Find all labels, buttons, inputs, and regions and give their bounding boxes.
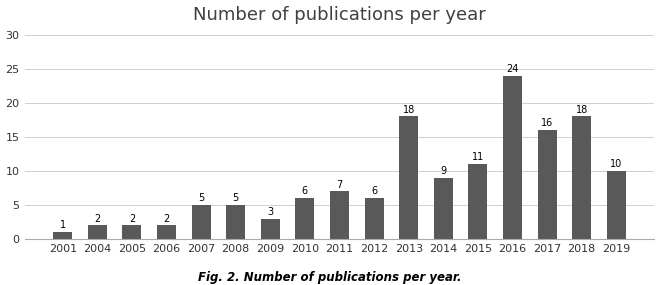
Bar (364, 198, 383, 239)
Bar (399, 116, 418, 239)
Bar (122, 225, 141, 239)
Bar (88, 225, 107, 239)
Text: 7: 7 (337, 180, 343, 190)
Bar (330, 191, 349, 239)
Text: 24: 24 (506, 64, 519, 74)
Text: 6: 6 (302, 186, 308, 196)
Text: 18: 18 (576, 105, 588, 115)
Text: 6: 6 (371, 186, 377, 196)
Text: 10: 10 (610, 159, 622, 169)
Text: 5: 5 (232, 193, 239, 203)
Text: 2: 2 (164, 214, 170, 224)
Text: 18: 18 (403, 105, 415, 115)
Text: 2: 2 (129, 214, 135, 224)
Text: 5: 5 (198, 193, 204, 203)
Text: Fig. 2. Number of publications per year.: Fig. 2. Number of publications per year. (198, 270, 462, 284)
Bar (191, 205, 211, 239)
Text: 11: 11 (472, 152, 484, 162)
Bar (607, 171, 626, 239)
Text: 1: 1 (59, 220, 66, 231)
Bar (469, 164, 488, 239)
Bar (296, 198, 314, 239)
Text: 2: 2 (94, 214, 100, 224)
Title: Number of publications per year: Number of publications per year (193, 5, 486, 24)
Bar (157, 225, 176, 239)
Bar (538, 130, 556, 239)
Bar (572, 116, 591, 239)
Text: 16: 16 (541, 118, 553, 128)
Bar (226, 205, 246, 239)
Text: 9: 9 (440, 166, 446, 176)
Bar (434, 178, 453, 239)
Bar (261, 219, 280, 239)
Text: 3: 3 (267, 207, 273, 217)
Bar (53, 232, 72, 239)
Bar (503, 76, 522, 239)
